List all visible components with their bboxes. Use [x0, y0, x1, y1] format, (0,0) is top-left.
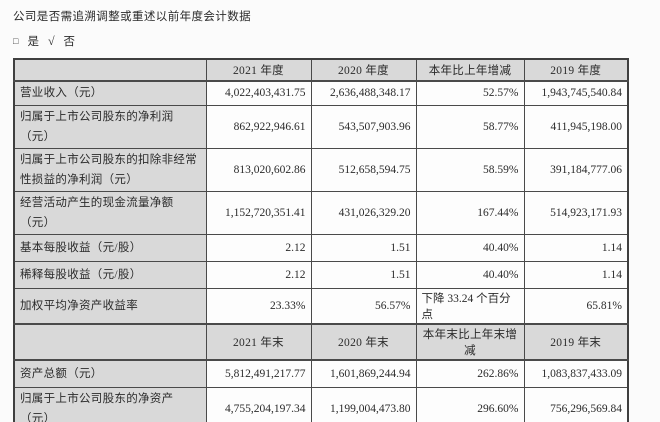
empty-corner-cell	[13, 58, 207, 82]
metric-label: 归属于上市公司股东的净资产（元）	[13, 386, 207, 422]
table-row-net-profit-excl-nonrecurring: 归属于上市公司股东的扣除非经常性损益的净利润（元） 813,020,602.86…	[13, 147, 629, 193]
table-row-weighted-avg-roe: 加权平均净资产收益率 23.33% 56.57% 下降 33.24 个百分点 6…	[13, 288, 629, 325]
checkmark-icon: √	[47, 33, 55, 48]
value-2020: 56.57%	[310, 288, 417, 325]
table-row-net-assets: 归属于上市公司股东的净资产（元） 4,755,204,197.34 1,199,…	[13, 386, 629, 422]
value-change: 262.86%	[415, 359, 525, 388]
value-2020: 1,199,004,473.80	[310, 386, 417, 422]
checkbox-unchecked-icon: □	[13, 36, 19, 46]
restatement-answer-line: □ 是 √ 否	[13, 33, 660, 49]
value-2019: 1,083,837,433.09	[523, 359, 629, 388]
value-2019: 1.14	[523, 261, 629, 290]
col-header-2019-end: 2019 年末	[523, 323, 629, 362]
metric-label: 资产总额（元）	[13, 359, 207, 388]
value-change: 296.60%	[415, 386, 525, 422]
value-2021: 4,022,403,431.75	[205, 80, 312, 106]
table-row-basic-eps: 基本每股收益（元/股） 2.12 1.51 40.40% 1.14	[13, 234, 629, 263]
value-2020: 431,026,329.20	[310, 190, 417, 236]
value-2021: 2.12	[205, 234, 312, 263]
empty-corner-cell	[13, 323, 207, 362]
col-header-end-change: 本年末比上年末增减	[415, 323, 525, 362]
metric-label: 经营活动产生的现金流量净额（元）	[13, 190, 207, 236]
table-row-diluted-eps: 稀释每股收益（元/股） 2.12 1.51 40.40% 1.14	[13, 261, 629, 290]
value-2020: 512,658,594.75	[310, 147, 417, 193]
value-2020: 2,636,488,348.17	[310, 80, 417, 106]
value-2019: 65.81%	[523, 288, 629, 325]
value-2019: 756,296,569.84	[523, 386, 629, 422]
value-change: 40.40%	[415, 234, 525, 263]
col-header-2021-end: 2021 年末	[205, 323, 312, 362]
value-change: 167.44%	[415, 190, 525, 236]
value-2021: 2.12	[205, 261, 312, 290]
value-change: 40.40%	[415, 261, 525, 290]
restatement-question: 公司是否需追溯调整或重述以前年度会计数据	[13, 11, 251, 23]
metric-label: 归属于上市公司股东的净利润（元）	[13, 104, 207, 149]
col-header-change: 本年比上年增减	[415, 58, 525, 82]
metric-label: 稀释每股收益（元/股）	[13, 261, 207, 290]
table-row-revenue: 营业收入（元） 4,022,403,431.75 2,636,488,348.1…	[13, 80, 629, 106]
year-end-header-row: 2021 年末 2020 年末 本年末比上年末增减 2019 年末	[13, 323, 629, 362]
value-change: 下降 33.24 个百分点	[415, 288, 525, 325]
value-2021: 23.33%	[205, 288, 312, 325]
value-2021: 813,020,602.86	[205, 147, 312, 193]
metric-label: 营业收入（元）	[13, 80, 207, 106]
col-header-2020-end: 2020 年末	[310, 323, 417, 362]
value-2019: 1.14	[523, 234, 629, 263]
key-financials-table: 2021 年度 2020 年度 本年比上年增减 2019 年度 营业收入（元） …	[13, 58, 629, 422]
col-header-2021: 2021 年度	[205, 58, 312, 82]
table-row-total-assets: 资产总额（元） 5,812,491,217.77 1,601,869,244.9…	[13, 359, 629, 388]
value-2019: 1,943,745,540.84	[523, 80, 629, 106]
table-row-net-profit: 归属于上市公司股东的净利润（元） 862,922,946.61 543,507,…	[13, 104, 629, 149]
metric-label: 归属于上市公司股东的扣除非经常性损益的净利润（元）	[13, 147, 207, 193]
value-2021: 5,812,491,217.77	[205, 359, 312, 388]
yes-label: 是	[27, 36, 39, 48]
value-change: 58.77%	[415, 104, 525, 149]
value-change: 52.57%	[415, 80, 525, 106]
value-2021: 862,922,946.61	[205, 104, 312, 149]
table-row-operating-cash-flow: 经营活动产生的现金流量净额（元） 1,152,720,351.41 431,02…	[13, 190, 629, 236]
no-label: 否	[63, 36, 76, 48]
value-2020: 543,507,903.96	[310, 104, 417, 149]
value-2020: 1,601,869,244.94	[310, 359, 417, 388]
value-2021: 4,755,204,197.34	[205, 386, 312, 422]
value-change: 58.59%	[415, 147, 525, 193]
metric-label: 加权平均净资产收益率	[13, 288, 207, 325]
value-2019: 391,184,777.06	[523, 147, 629, 193]
value-2019: 411,945,198.00	[523, 104, 629, 149]
col-header-2019: 2019 年度	[523, 58, 629, 82]
annual-header-row: 2021 年度 2020 年度 本年比上年增减 2019 年度	[13, 58, 629, 82]
value-2020: 1.51	[310, 234, 417, 263]
value-2020: 1.51	[310, 261, 417, 290]
metric-label: 基本每股收益（元/股）	[13, 234, 207, 263]
col-header-2020: 2020 年度	[310, 58, 417, 82]
value-2019: 514,923,171.93	[523, 190, 629, 236]
value-2021: 1,152,720,351.41	[205, 190, 312, 236]
